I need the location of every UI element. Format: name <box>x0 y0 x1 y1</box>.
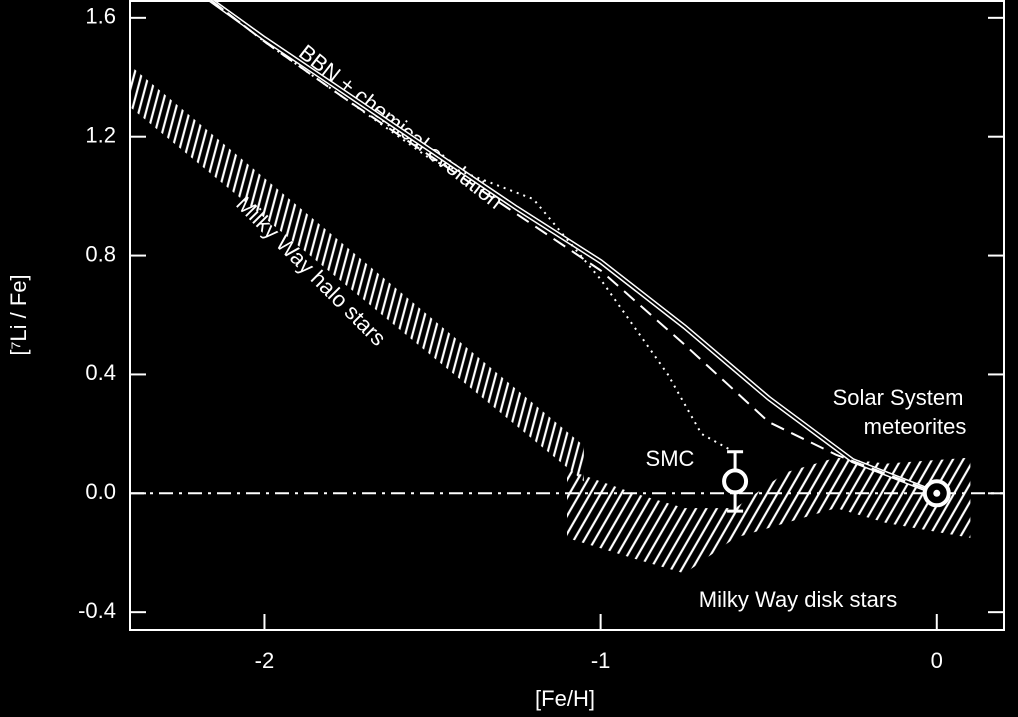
x-tick-label: -1 <box>591 648 611 673</box>
hatched-band <box>567 457 971 574</box>
plot-frame <box>129 0 1005 631</box>
data-point <box>722 468 749 495</box>
annotation: meteorites <box>864 414 967 439</box>
curve-label: BBN + chemical evolution <box>294 39 507 213</box>
curve-inner <box>210 0 938 495</box>
y-tick-label: 1.6 <box>85 4 116 29</box>
y-tick-label: -0.4 <box>78 598 116 623</box>
x-axis-label: [Fe/H] <box>535 686 595 711</box>
y-axis-label: [⁷Li / Fe] <box>6 274 31 355</box>
band-label: Milky Way disk stars <box>699 587 897 612</box>
y-tick-label: 0.4 <box>85 360 116 385</box>
x-tick-label: -2 <box>255 648 275 673</box>
y-tick-label: 1.2 <box>85 123 116 148</box>
data-point-dot <box>933 489 941 497</box>
point-label: SMC <box>646 446 695 471</box>
annotation: Solar System <box>833 385 964 410</box>
y-tick-label: 0.0 <box>85 479 116 504</box>
y-tick-label: 0.8 <box>85 241 116 266</box>
hatched-band <box>130 65 584 482</box>
x-tick-label: 0 <box>931 648 943 673</box>
